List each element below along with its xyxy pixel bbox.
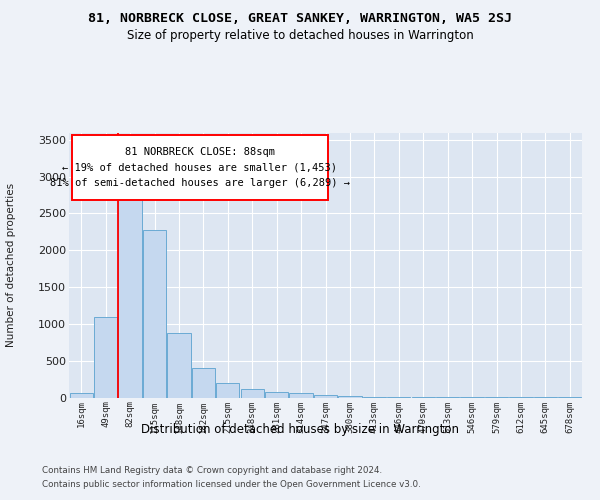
Bar [167,332,191,398]
Text: 81, NORBRECK CLOSE, GREAT SANKEY, WARRINGTON, WA5 2SJ: 81, NORBRECK CLOSE, GREAT SANKEY, WARRIN… [88,12,512,24]
Bar [387,397,410,398]
Bar [363,396,386,398]
Bar [192,368,215,398]
Bar [289,394,313,398]
Bar [118,198,142,398]
FancyBboxPatch shape [71,135,328,200]
Text: Size of property relative to detached houses in Warrington: Size of property relative to detached ho… [127,29,473,42]
Text: Number of detached properties: Number of detached properties [6,183,16,347]
Text: Contains public sector information licensed under the Open Government Licence v3: Contains public sector information licen… [42,480,421,489]
Bar [94,316,117,398]
Bar [265,392,288,398]
Bar [143,230,166,398]
Text: Contains HM Land Registry data © Crown copyright and database right 2024.: Contains HM Land Registry data © Crown c… [42,466,382,475]
Bar [338,396,362,398]
Bar [70,393,93,398]
Text: Distribution of detached houses by size in Warrington: Distribution of detached houses by size … [141,422,459,436]
Text: 81 NORBRECK CLOSE: 88sqm
← 19% of detached houses are smaller (1,453)
81% of sem: 81 NORBRECK CLOSE: 88sqm ← 19% of detach… [50,148,350,188]
Bar [241,390,264,398]
Bar [314,395,337,398]
Bar [216,383,239,398]
